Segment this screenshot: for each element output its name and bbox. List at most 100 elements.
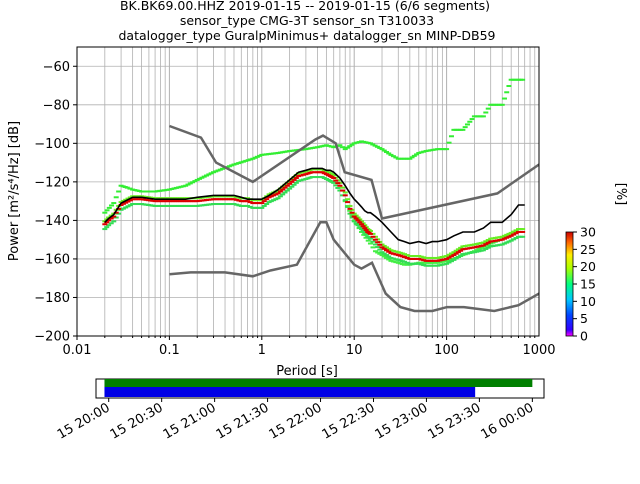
histogram-point-mode-band <box>333 184 339 187</box>
histogram-point-mode-band <box>118 201 124 204</box>
histogram-point-high <box>187 182 193 185</box>
histogram-point-mode-band <box>483 240 489 243</box>
histogram-point-mode <box>455 251 461 254</box>
histogram-point-mode-band <box>335 186 341 189</box>
histogram-point-mode <box>363 229 369 232</box>
histogram-point-mode-band <box>108 222 114 225</box>
histogram-point-high <box>190 181 196 184</box>
histogram-point-mode-band <box>458 246 464 249</box>
colorbar-tick-label: 5 <box>580 311 588 326</box>
histogram-point-high <box>127 187 133 190</box>
timeline-tick-label: 15 21:00 <box>161 400 219 442</box>
histogram-point-mode-band <box>347 204 353 207</box>
histogram-point-high <box>469 118 475 121</box>
histogram-point-high <box>446 141 452 144</box>
histogram-point-low <box>404 263 410 266</box>
histogram-point-mode <box>125 200 131 203</box>
histogram-point-mode-band <box>480 249 486 252</box>
histogram-point-mode <box>362 227 368 230</box>
histogram-point-high <box>337 144 343 147</box>
timeline-tick-label: 15 23:00 <box>373 400 431 442</box>
histogram-point-high <box>386 152 392 155</box>
colorbar-tick-label: 15 <box>580 277 596 292</box>
histogram-point-mode-band <box>244 204 250 207</box>
histogram-point-high <box>388 153 394 156</box>
histogram-point-mode <box>247 201 253 204</box>
histogram-point-mode-band <box>277 195 283 198</box>
histogram-point-mode-band <box>513 237 519 240</box>
histogram-point-mode-band <box>247 205 253 208</box>
histogram-point-high <box>381 149 387 152</box>
histogram-point-mode-band <box>511 238 517 241</box>
histogram-point-high <box>347 145 353 148</box>
histogram-point-mode <box>386 250 392 253</box>
histogram-point-low <box>383 256 389 259</box>
histogram-point-mode <box>120 202 126 205</box>
histogram-point-mode-band <box>381 252 387 255</box>
histogram-point-mode-band <box>123 198 129 201</box>
x-axis-label: Period [s] <box>276 364 338 379</box>
histogram-point-mode-band <box>127 196 133 199</box>
figure-title: BK.BK69.00.HHZ 2019-01-15 -- 2019-01-15 … <box>119 0 496 43</box>
histogram-point-mode <box>353 217 359 220</box>
histogram-point-high <box>372 144 378 147</box>
histogram-point-high <box>104 209 110 212</box>
histogram-point-mode <box>360 225 366 228</box>
histogram-point-mode <box>342 194 348 197</box>
histogram-point-mode <box>485 241 491 244</box>
histogram-point-mode <box>480 244 486 247</box>
histogram-point-high <box>499 103 505 106</box>
histogram-point-mode <box>104 221 110 224</box>
histogram-point-mode-band <box>432 264 438 267</box>
histogram-point-high <box>460 128 466 131</box>
histogram-point-mode <box>351 215 357 218</box>
histogram-point-mode <box>312 171 318 174</box>
y-tick-label: −100 <box>34 137 70 152</box>
histogram-point-mode <box>347 207 353 210</box>
timeline-tick-label: 15 20:30 <box>108 400 166 442</box>
histogram-point-mode-band <box>372 235 378 238</box>
x-tick-label: 1 <box>258 343 266 358</box>
timeline-tick-label: 15 23:30 <box>426 400 484 442</box>
histogram-point-mode <box>118 203 124 206</box>
title-line-2: sensor_type CMG-3T sensor_sn T310033 <box>180 13 434 28</box>
histogram-point-high <box>390 155 396 158</box>
histogram-point-high <box>185 183 191 186</box>
histogram-point-mode <box>429 259 435 262</box>
histogram-point-mode-band <box>370 232 376 235</box>
histogram-point-mode-band <box>127 204 133 207</box>
y-tick-label: −60 <box>43 60 70 75</box>
histogram-point-mode-band <box>446 261 452 264</box>
histogram-point-mode-band <box>111 220 117 223</box>
histogram-point-mode <box>284 184 290 187</box>
histogram-point-mode-band <box>520 235 526 238</box>
histogram-point-low <box>474 249 480 252</box>
histogram-point-low <box>476 248 482 251</box>
histogram-point-mode <box>335 182 341 185</box>
histogram-point-mode <box>520 230 526 233</box>
histogram-point-mode-band <box>444 262 450 265</box>
histogram-point-high <box>379 148 385 151</box>
histogram-point-low <box>478 246 484 249</box>
histogram-point-mode-band <box>453 249 459 252</box>
colorbar-tick-label: 0 <box>580 329 588 344</box>
x-tick-label: 0.01 <box>63 343 92 358</box>
histogram-point-mode-band <box>340 186 346 189</box>
mean-psd-line <box>104 167 525 245</box>
histogram-point-mode-band <box>386 255 392 258</box>
histogram-point-mode-band <box>353 222 359 225</box>
histogram-point-mode-band <box>451 258 457 261</box>
histogram-point-mode-band <box>340 194 346 197</box>
histogram-point-high <box>342 148 348 151</box>
histogram-point-mode-band <box>291 183 297 186</box>
histogram-point-mode <box>349 211 355 214</box>
histogram-point-high <box>183 184 189 187</box>
histogram-point-low <box>375 251 381 254</box>
colorbar-label: [%] <box>613 183 628 206</box>
colorbar-tick-label: 10 <box>580 294 596 309</box>
histogram-point-mode-band <box>448 252 454 255</box>
histogram-point-mode <box>289 180 295 183</box>
colorbar-tick-label: 25 <box>580 242 596 257</box>
